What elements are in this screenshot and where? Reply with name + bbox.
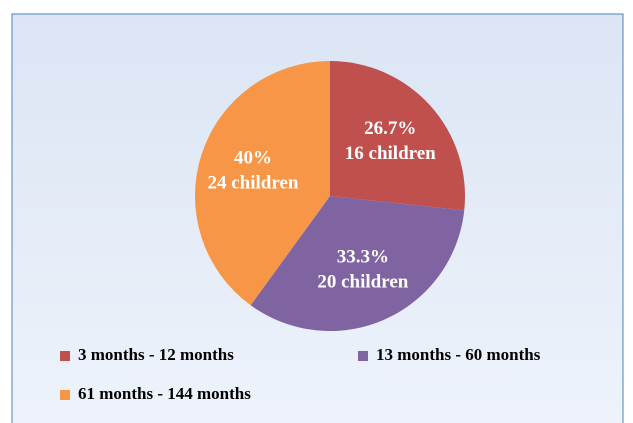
pie-slice <box>195 61 330 306</box>
legend-swatch <box>358 351 368 361</box>
legend-label: 13 months - 60 months <box>376 345 541 364</box>
slice-value-label: 26.7% <box>364 118 416 139</box>
legend-label: 3 months - 12 months <box>78 345 234 364</box>
pie-slice <box>250 196 465 331</box>
legend-label: 61 months - 144 months <box>78 384 251 403</box>
slice-value-label: 33.3% <box>337 246 389 267</box>
legend-swatch <box>60 390 70 400</box>
slice-count-label: 20 children <box>317 271 408 292</box>
slice-value-label: 40% <box>234 147 272 168</box>
slice-count-label: 16 children <box>345 143 436 164</box>
slice-count-label: 24 children <box>207 172 298 193</box>
pie-slice <box>330 61 466 211</box>
legend-swatch <box>60 351 70 361</box>
